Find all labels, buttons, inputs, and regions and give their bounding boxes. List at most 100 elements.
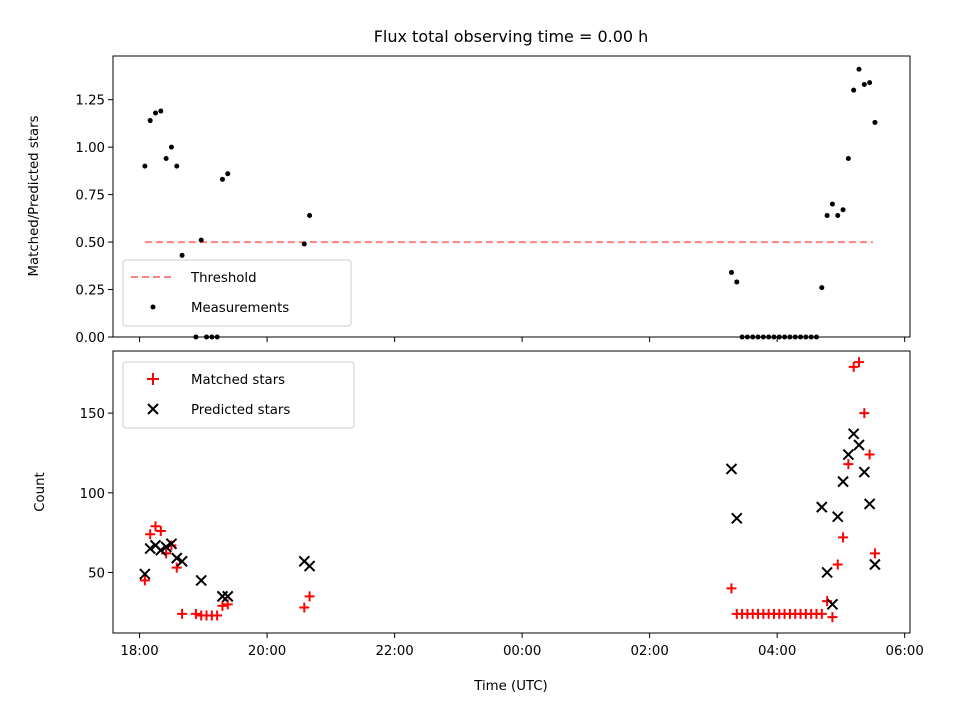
threshold-legend-label: Threshold: [190, 271, 257, 286]
predicted-star-point: [160, 541, 172, 553]
predicted-star-point: [139, 568, 151, 580]
predicted-star-point: [176, 555, 188, 568]
bottom-legend: Matched stars Predicted stars: [122, 361, 355, 429]
measurement-point: [307, 212, 313, 218]
measurement-point: [845, 156, 851, 162]
bottom-y-tick-label: 100: [80, 487, 105, 502]
matched-star-point: [299, 602, 310, 613]
x-tick-label: 22:00: [375, 644, 413, 659]
measurement-point: [728, 269, 734, 275]
measurement-point: [219, 176, 225, 182]
top-y-tick-label: 1.00: [75, 141, 105, 156]
x-axis-label: Time (UTC): [473, 679, 548, 694]
x-tick-label: 20:00: [248, 644, 286, 659]
predicted-star-point: [858, 466, 871, 478]
predicted-star-point: [837, 475, 849, 488]
predicted-star-point: [171, 552, 183, 564]
bottom-panel-marks: [139, 357, 881, 623]
measurement-point: [840, 207, 846, 213]
matched-star-point: [816, 608, 827, 619]
predicted-star-point: [144, 542, 156, 555]
matched-star-point: [843, 459, 854, 470]
matched-star-point: [155, 526, 166, 537]
matched-star-point: [864, 449, 875, 460]
matched-star-point: [848, 361, 859, 372]
matched-star-point: [304, 591, 315, 602]
measurement-point: [734, 279, 740, 285]
top-legend: Threshold Measurements: [122, 259, 352, 327]
measurement-point: [153, 110, 159, 116]
top-y-tick-label: 0.25: [75, 284, 105, 299]
matched-star-point: [171, 562, 182, 573]
x-tick-label: 04:00: [758, 644, 796, 659]
top-panel-marks: [142, 66, 878, 340]
measurement-point: [824, 212, 830, 218]
measurement-point: [851, 87, 857, 93]
matched-star-point: [859, 408, 870, 419]
measurement-point: [301, 241, 307, 247]
predicted-star-point: [725, 463, 738, 475]
measurement-point: [168, 144, 174, 150]
measurement-point: [158, 108, 164, 114]
measurement-point: [856, 66, 862, 72]
predicted-star-point: [155, 544, 167, 556]
measurements-legend-label: Measurements: [191, 301, 289, 316]
top-legend-box: [122, 259, 352, 327]
measurement-point: [225, 171, 231, 177]
top-panel-ticks: 0.00 0.25 0.50 0.75 1.00 1.25: [75, 94, 906, 346]
measurements-legend-swatch: [150, 304, 156, 310]
bottom-legend-box: [122, 361, 355, 429]
predicted-star-point: [832, 510, 844, 523]
top-panel-frame: [112, 55, 911, 338]
matched-star-point: [827, 612, 838, 623]
bottom-y-axis-label: Count: [33, 472, 48, 512]
measurement-point: [867, 80, 873, 86]
matched-legend-label: Matched stars: [191, 373, 285, 388]
matched-star-point: [838, 532, 849, 543]
top-y-axis-label: Matched/Predicted stars: [27, 115, 42, 276]
matched-star-point: [145, 529, 156, 540]
measurement-point: [142, 163, 148, 169]
matched-legend-swatch: [147, 373, 159, 385]
predicted-star-point: [731, 512, 743, 524]
predicted-star-point: [816, 501, 828, 513]
x-tick-label: 00:00: [503, 644, 541, 659]
predicted-star-point: [165, 538, 178, 550]
chart-title: Flux total observing time = 0.00 h: [374, 27, 649, 46]
predicted-star-point: [847, 428, 860, 440]
measurement-point: [147, 118, 153, 124]
x-tick-label: 06:00: [886, 644, 924, 659]
bottom-panel-ticks: 18:00 20:00 22:00 00:00 02:00 04:00 06:00 50 100…: [80, 407, 924, 659]
matched-star-point: [869, 548, 880, 559]
top-y-tick-label: 0.00: [75, 331, 105, 346]
x-tick-label: 18:00: [120, 644, 158, 659]
measurement-point: [198, 237, 204, 243]
bottom-y-tick-label: 150: [80, 407, 105, 422]
measurement-point: [179, 252, 185, 258]
measurement-point: [829, 201, 835, 207]
bottom-panel-frame: [112, 350, 911, 634]
predicted-star-point: [303, 560, 316, 572]
matched-star-point: [139, 575, 150, 586]
bottom-y-tick-label: 50: [88, 566, 105, 581]
predicted-star-point: [853, 439, 865, 451]
bottom-panel: 18:00 20:00 22:00 00:00 02:00 04:00 06:00 50 100…: [33, 350, 924, 694]
predicted-star-point: [222, 590, 234, 603]
matched-star-point: [177, 608, 188, 619]
top-y-tick-label: 0.75: [75, 189, 105, 204]
top-y-tick-label: 1.25: [75, 94, 105, 109]
matched-star-point: [217, 600, 228, 611]
measurement-point: [861, 81, 867, 87]
matched-star-point: [832, 559, 843, 570]
x-tick-label: 02:00: [630, 644, 668, 659]
predicted-star-point: [863, 498, 876, 510]
predicted-star-point: [826, 598, 839, 611]
predicted-legend-swatch: [147, 403, 159, 415]
predicted-star-point: [869, 558, 881, 571]
predicted-star-point: [195, 574, 207, 587]
top-panel: 0.00 0.25 0.50 0.75 1.00 1.25 Matched/Predict…: [27, 55, 911, 346]
measurement-point: [872, 119, 878, 125]
predicted-legend-label: Predicted stars: [191, 403, 290, 418]
matched-star-point: [726, 583, 737, 594]
